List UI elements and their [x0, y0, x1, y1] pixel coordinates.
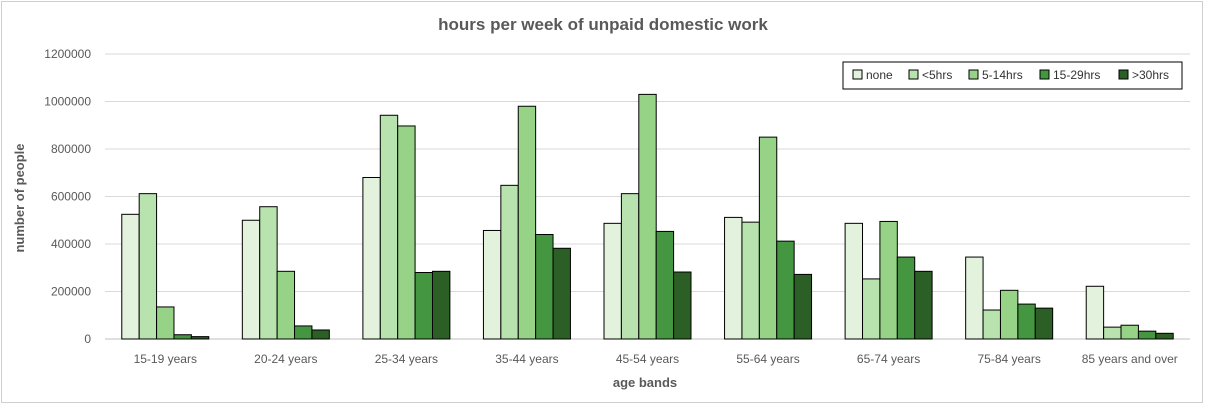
x-tick-label: 15-19 years — [134, 352, 197, 366]
bar — [294, 325, 313, 340]
bar — [673, 271, 692, 340]
legend: none <5hrs 5-14hrs 15-29hrs >30hrs — [842, 61, 1183, 90]
bar — [862, 278, 881, 340]
bar — [724, 216, 743, 340]
y-tick-label: 600000 — [51, 190, 91, 204]
legend-label: none — [866, 68, 893, 82]
bar — [914, 270, 933, 340]
x-tick-label: 20-24 years — [254, 352, 317, 366]
x-axis-ticks: 15-19 years 20-24 years 25-34 years 35-44 y… — [134, 352, 1178, 366]
bar — [190, 336, 210, 340]
bar — [879, 220, 898, 340]
bar — [1034, 307, 1054, 340]
bar — [758, 136, 778, 340]
x-tick-label: 55-64 years — [736, 352, 799, 366]
y-tick-label: 0 — [84, 332, 91, 346]
x-tick-label: 25-34 years — [375, 352, 438, 366]
x-tick-label: 75-84 years — [977, 352, 1040, 366]
bar — [844, 222, 864, 340]
bar — [1137, 330, 1157, 340]
y-axis-title: number of people — [12, 143, 27, 252]
legend-label: 15-29hrs — [1053, 68, 1100, 82]
bar — [414, 272, 433, 340]
bar — [535, 234, 554, 340]
legend-swatch — [852, 69, 863, 80]
legend-swatch — [1039, 69, 1050, 80]
bar — [156, 306, 175, 340]
bar — [500, 184, 519, 340]
y-tick-label: 1000000 — [44, 95, 91, 109]
x-tick-label: 35-44 years — [495, 352, 558, 366]
bar — [1103, 326, 1122, 340]
bar — [982, 309, 1001, 340]
legend-label: <5hrs — [922, 68, 952, 82]
x-tick-label: 45-54 years — [616, 352, 679, 366]
bar — [379, 114, 399, 340]
bar — [793, 273, 813, 340]
chart-title: hours per week of unpaid domestic work — [438, 15, 768, 34]
legend-swatch — [968, 69, 979, 80]
bar — [776, 240, 795, 340]
bar — [552, 247, 571, 340]
legend-swatch — [908, 69, 919, 80]
bar — [311, 329, 330, 340]
legend-label: >30hrs — [1132, 68, 1169, 82]
bar — [620, 193, 640, 340]
bar — [397, 125, 416, 340]
bar — [1085, 285, 1105, 340]
legend-swatch — [1118, 69, 1129, 80]
y-tick-label: 400000 — [51, 237, 91, 251]
bar — [603, 222, 622, 340]
bar — [482, 229, 502, 340]
bar — [121, 213, 140, 340]
y-axis-ticks: 0 200000 400000 600000 800000 1000000 1200000 — [44, 47, 91, 346]
legend-label: 5-14hrs — [982, 68, 1023, 82]
bar — [431, 270, 451, 340]
bar — [517, 105, 537, 340]
bar — [1017, 303, 1036, 340]
y-tick-label: 1200000 — [44, 47, 91, 61]
bar — [638, 93, 657, 340]
bar — [173, 334, 192, 340]
bar — [999, 289, 1019, 340]
x-tick-label: 85 years and over — [1082, 352, 1178, 366]
bar — [276, 270, 296, 340]
bar — [241, 219, 261, 340]
bar — [1120, 324, 1139, 340]
y-tick-label: 800000 — [51, 142, 91, 156]
bar — [362, 177, 381, 340]
x-tick-label: 65-74 years — [857, 352, 920, 366]
y-tick-label: 200000 — [51, 285, 91, 299]
bar — [1155, 332, 1174, 340]
bar — [259, 206, 278, 340]
bar — [896, 256, 916, 340]
x-axis-title: age bands — [613, 375, 677, 390]
bars — [121, 93, 1174, 340]
bar — [965, 256, 984, 340]
bar — [655, 230, 675, 340]
bar — [741, 221, 760, 340]
bar — [138, 193, 158, 340]
